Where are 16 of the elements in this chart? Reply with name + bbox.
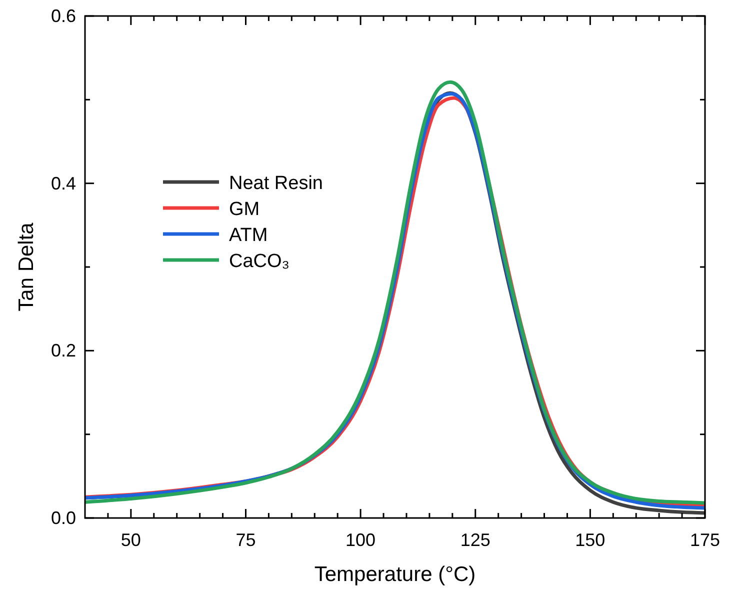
legend-label: Neat Resin bbox=[229, 173, 323, 194]
legend-label: CaCO₃ bbox=[229, 251, 290, 272]
x-tick-label: 150 bbox=[575, 530, 606, 550]
x-axis-title: Temperature (°C) bbox=[314, 563, 476, 586]
x-tick-label: 100 bbox=[346, 530, 376, 550]
y-axis-title: Tan Delta bbox=[15, 222, 38, 312]
y-tick-label: 0.0 bbox=[50, 508, 76, 528]
x-tick-label: 175 bbox=[690, 530, 720, 550]
x-tick-label: 75 bbox=[236, 530, 256, 550]
y-tick-label: 0.4 bbox=[50, 173, 76, 194]
y-tick-label: 0.6 bbox=[50, 6, 76, 26]
y-tick-label: 0.2 bbox=[50, 340, 76, 361]
legend-label: GM bbox=[229, 199, 260, 220]
legend-label: ATM bbox=[229, 225, 268, 246]
x-tick-label: 125 bbox=[460, 530, 490, 550]
x-tick-label: 50 bbox=[120, 530, 141, 550]
